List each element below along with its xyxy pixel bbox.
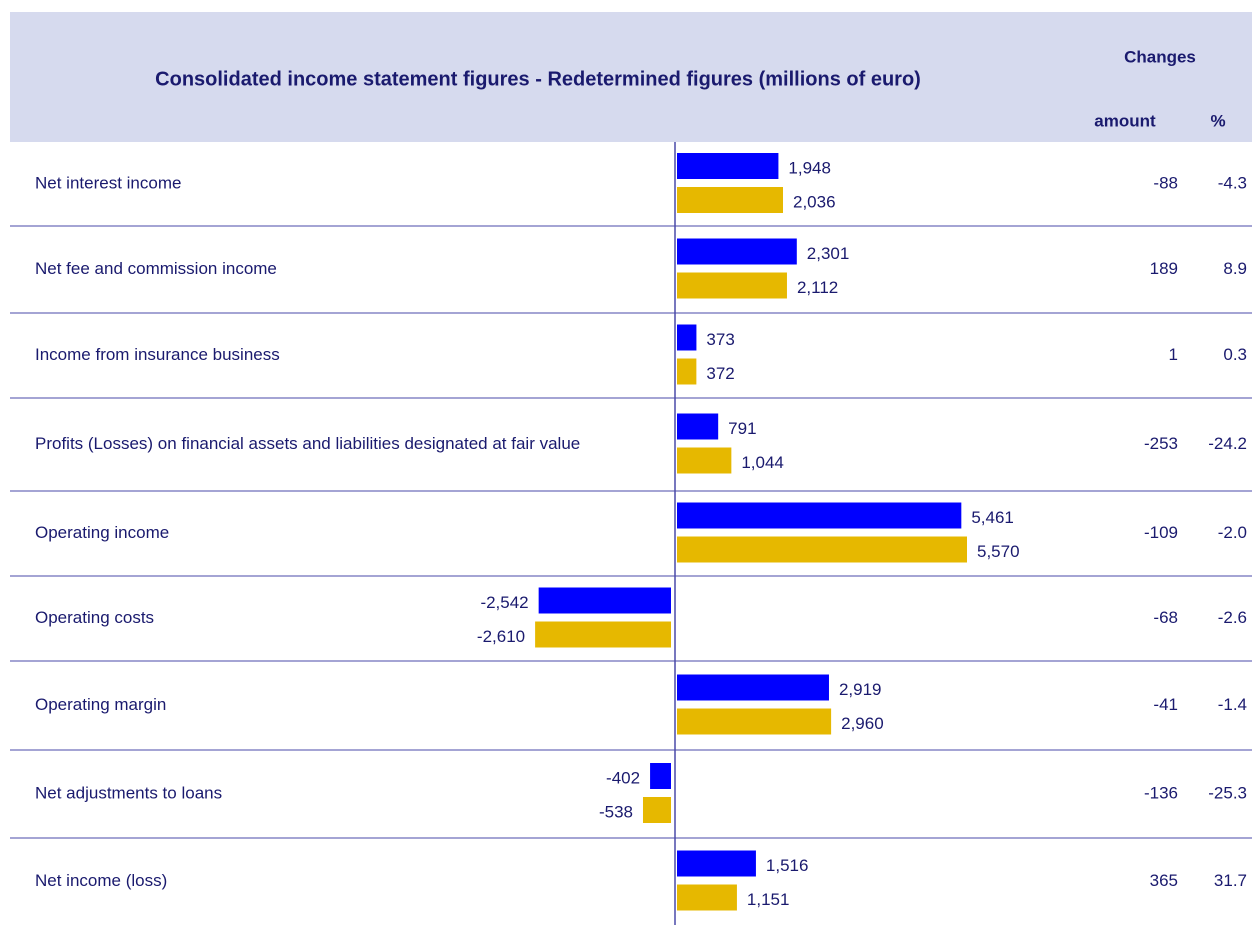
- bar: [677, 502, 962, 529]
- change-percent: -25.3: [1208, 783, 1247, 802]
- bar: [677, 708, 832, 735]
- change-percent: -24.2: [1208, 434, 1247, 453]
- value-label: 373: [706, 330, 734, 349]
- change-amount: -136: [1144, 783, 1178, 802]
- change-amount: -41: [1153, 695, 1178, 714]
- value-label: -538: [599, 802, 633, 821]
- change-amount: -253: [1144, 434, 1178, 453]
- value-label: 5,570: [977, 542, 1020, 561]
- bar: [677, 447, 732, 474]
- category-label: Profits (Losses) on financial assets and…: [35, 434, 580, 453]
- change-amount: -109: [1144, 523, 1178, 542]
- value-label: -2,610: [477, 627, 525, 646]
- change-percent: -2.6: [1218, 608, 1247, 627]
- header-band: [10, 12, 1252, 142]
- value-label: 2,036: [793, 192, 836, 211]
- change-amount: 365: [1150, 871, 1178, 890]
- category-label: Operating income: [35, 523, 169, 542]
- category-label: Net interest income: [35, 173, 181, 192]
- bar: [535, 621, 671, 648]
- change-percent: 0.3: [1223, 345, 1247, 364]
- bar: [677, 187, 784, 213]
- amount-header: amount: [1094, 111, 1156, 130]
- change-percent: -1.4: [1218, 695, 1247, 714]
- bar: [677, 850, 756, 877]
- change-amount: 1: [1169, 345, 1178, 364]
- bar: [677, 674, 829, 701]
- category-label: Operating costs: [35, 608, 154, 627]
- change-percent: 31.7: [1214, 871, 1247, 890]
- percent-header: %: [1210, 111, 1225, 130]
- bar: [650, 763, 671, 789]
- category-label: Net adjustments to loans: [35, 783, 222, 802]
- bar: [677, 153, 779, 179]
- value-label: 372: [706, 364, 734, 383]
- change-percent: -4.3: [1218, 173, 1247, 192]
- bar: [677, 413, 719, 440]
- bar: [538, 587, 671, 614]
- chart-title: Consolidated income statement figures - …: [155, 68, 921, 90]
- value-label: 1,948: [788, 158, 831, 177]
- value-label: 2,112: [797, 278, 838, 297]
- value-label: 2,919: [839, 680, 882, 699]
- bar: [677, 324, 697, 351]
- category-label: Net fee and commission income: [35, 259, 277, 278]
- category-label: Net income (loss): [35, 871, 167, 890]
- value-label: 2,301: [807, 244, 850, 263]
- change-amount: -68: [1153, 608, 1178, 627]
- value-label: 1,151: [747, 890, 790, 909]
- bar: [677, 238, 797, 265]
- value-label: 1,516: [766, 856, 809, 875]
- bar: [642, 797, 671, 823]
- value-label: -2,542: [480, 593, 528, 612]
- bar: [677, 884, 737, 911]
- change-amount: -88: [1153, 173, 1178, 192]
- change-percent: -2.0: [1218, 523, 1247, 542]
- bar: [677, 272, 787, 299]
- bar: [677, 358, 697, 385]
- value-label: 5,461: [971, 508, 1014, 527]
- change-percent: 8.9: [1223, 259, 1247, 278]
- category-label: Operating margin: [35, 695, 166, 714]
- category-label: Income from insurance business: [35, 345, 280, 364]
- value-label: 1,044: [741, 453, 784, 472]
- value-label: 2,960: [841, 714, 884, 733]
- bar: [677, 536, 967, 563]
- value-label: -402: [606, 768, 640, 787]
- value-label: 791: [728, 419, 756, 438]
- changes-header: Changes: [1124, 47, 1196, 66]
- change-amount: 189: [1150, 259, 1178, 278]
